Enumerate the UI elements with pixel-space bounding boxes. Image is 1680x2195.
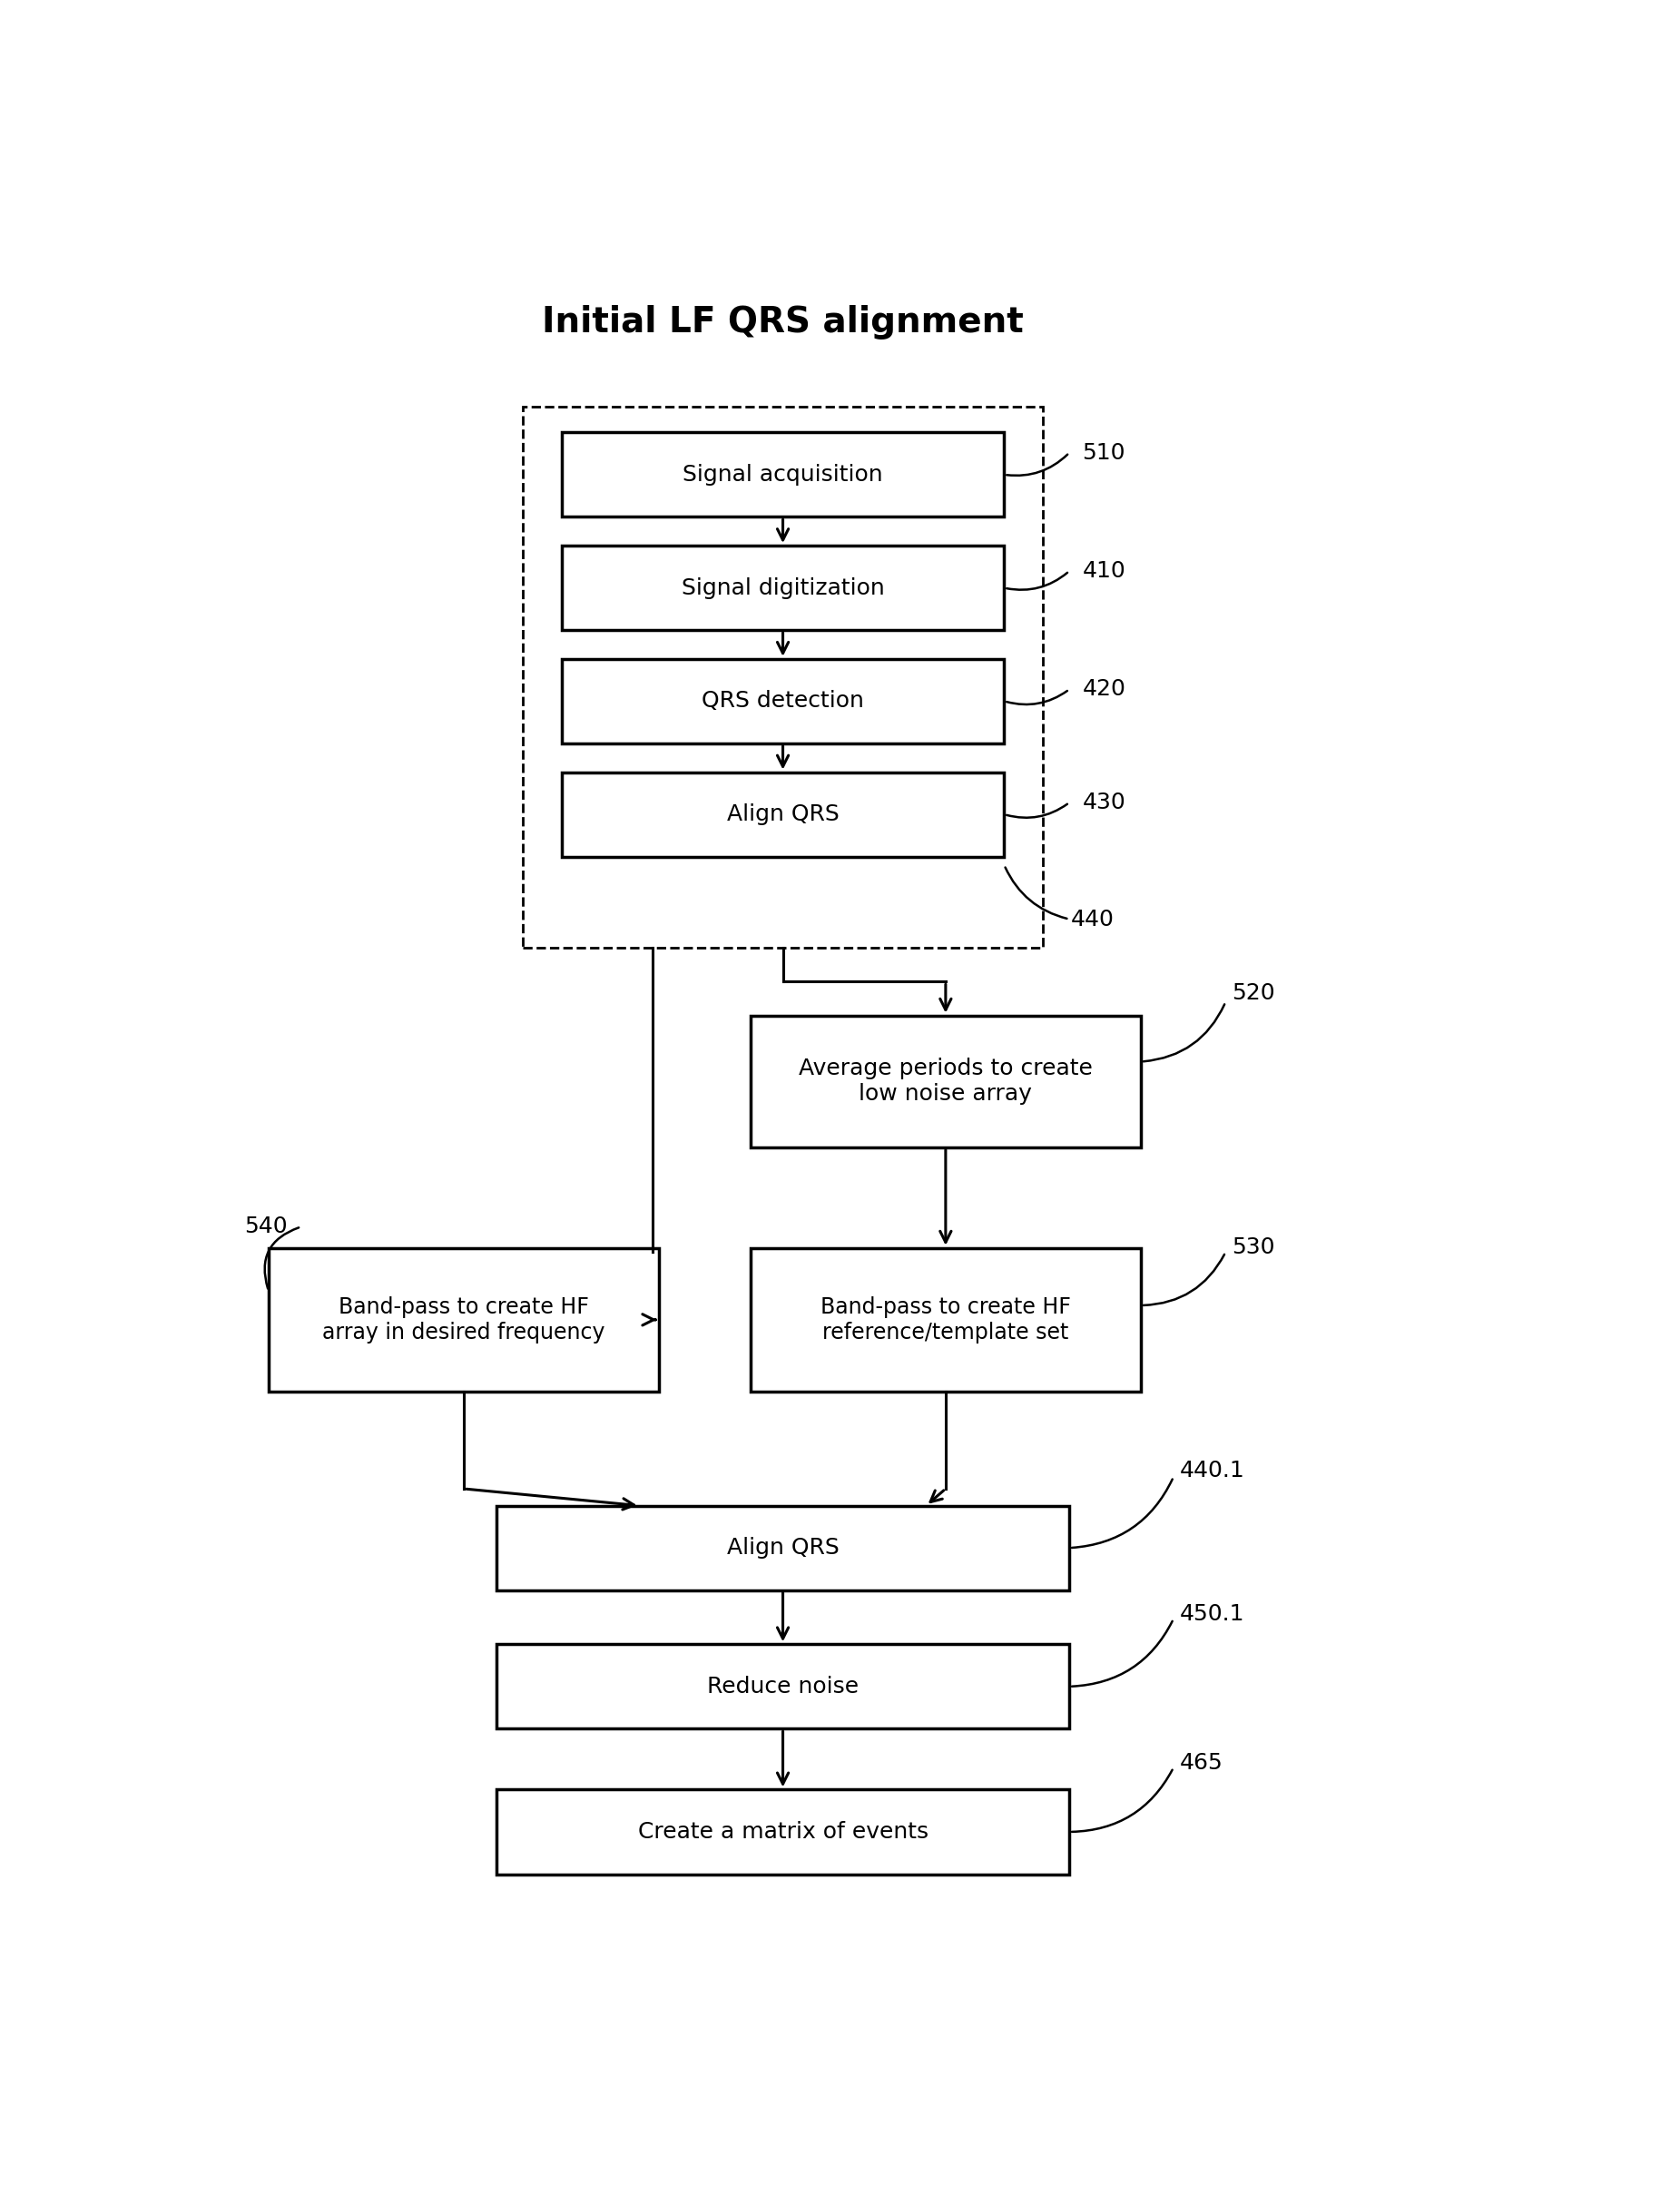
Text: 450.1: 450.1 (1179, 1602, 1245, 1624)
FancyBboxPatch shape (497, 1506, 1070, 1589)
FancyBboxPatch shape (497, 1789, 1070, 1875)
Text: Create a matrix of events: Create a matrix of events (638, 1822, 927, 1844)
Text: Reduce noise: Reduce noise (707, 1675, 858, 1697)
FancyBboxPatch shape (751, 1016, 1141, 1148)
FancyBboxPatch shape (751, 1249, 1141, 1392)
Text: Align QRS: Align QRS (727, 803, 838, 825)
Text: Signal acquisition: Signal acquisition (682, 463, 884, 485)
Text: 465: 465 (1179, 1752, 1223, 1774)
Text: 540: 540 (244, 1216, 287, 1238)
Text: Initial LF QRS alignment: Initial LF QRS alignment (543, 305, 1023, 340)
Text: Average periods to create
low noise array: Average periods to create low noise arra… (798, 1058, 1092, 1104)
Text: Align QRS: Align QRS (727, 1536, 838, 1558)
FancyBboxPatch shape (269, 1249, 659, 1392)
Text: 410: 410 (1082, 560, 1126, 582)
Text: QRS detection: QRS detection (702, 689, 864, 711)
Text: Band-pass to create HF
array in desired frequency: Band-pass to create HF array in desired … (323, 1297, 605, 1343)
Text: Band-pass to create HF
reference/template set: Band-pass to create HF reference/templat… (820, 1297, 1070, 1343)
Text: 430: 430 (1082, 792, 1126, 814)
Text: 420: 420 (1082, 678, 1126, 700)
Text: 510: 510 (1082, 441, 1126, 463)
FancyBboxPatch shape (561, 658, 1005, 744)
Text: 440.1: 440.1 (1179, 1460, 1245, 1482)
FancyBboxPatch shape (561, 547, 1005, 630)
FancyBboxPatch shape (561, 773, 1005, 856)
Text: 530: 530 (1231, 1236, 1275, 1258)
Text: 440: 440 (1070, 909, 1114, 931)
Text: 520: 520 (1231, 983, 1275, 1005)
FancyBboxPatch shape (497, 1644, 1070, 1730)
FancyBboxPatch shape (561, 432, 1005, 516)
Text: Signal digitization: Signal digitization (682, 577, 884, 599)
